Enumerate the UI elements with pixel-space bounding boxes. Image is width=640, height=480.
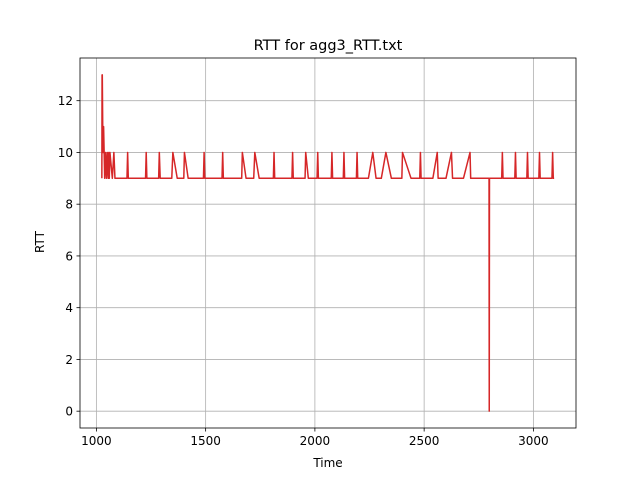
plot-frame: [79, 57, 577, 429]
y-tick-label: 4: [65, 301, 73, 315]
x-axis-ticks: 1000 1500 2000 2500 3000: [81, 428, 549, 448]
x-tick-label: 3000: [518, 434, 549, 448]
x-axis-label: Time: [312, 456, 342, 470]
y-tick-label: 12: [58, 94, 73, 108]
chart-title: RTT for agg3_RTT.txt: [254, 38, 403, 54]
y-tick-label: 2: [65, 353, 73, 367]
grid-lines: [80, 58, 576, 428]
x-tick-label: 2000: [300, 434, 331, 448]
y-tick-label: 6: [65, 249, 73, 263]
y-tick-label: 10: [58, 146, 73, 160]
series-line: [101, 74, 555, 412]
x-tick-label: 2500: [409, 434, 440, 448]
x-tick-label: 1000: [81, 434, 112, 448]
y-axis-ticks: 0 2 4 6 8 10 12: [58, 94, 80, 419]
y-axis-label: RTT: [33, 230, 47, 253]
x-tick-label: 1500: [190, 434, 221, 448]
series-layer: [101, 74, 555, 412]
y-tick-label: 8: [65, 198, 73, 212]
y-tick-label: 0: [65, 405, 73, 419]
